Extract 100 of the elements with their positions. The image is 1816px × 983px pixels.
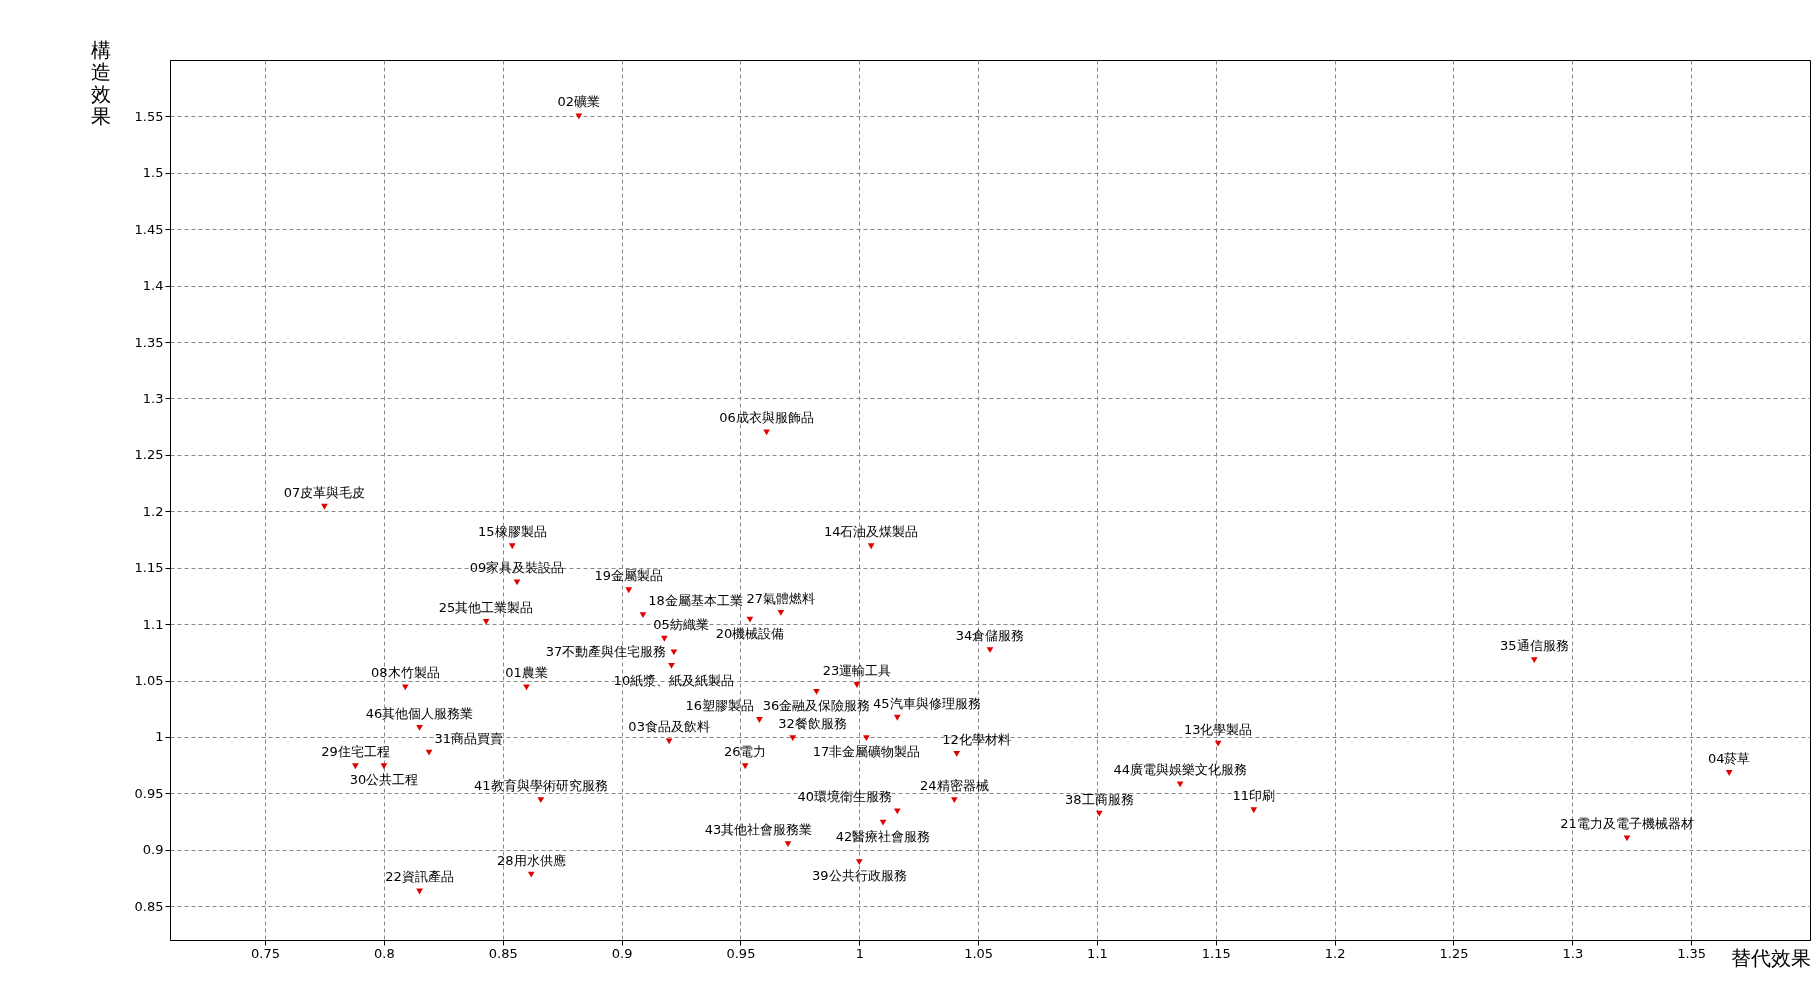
annotation: 24精密器械 (920, 778, 989, 794)
annotation: 34倉儲服務 (955, 628, 1025, 644)
x-tick-label: 1.35 (1677, 945, 1707, 961)
annotation: 43其他社會服務業 (704, 822, 813, 838)
point (950, 797, 958, 804)
y-tick-label: 0.85 (134, 898, 164, 914)
annotation: 16塑膠製品 (685, 698, 755, 713)
annotation: 21電力及電子機械器材 (1560, 816, 1694, 832)
point (523, 684, 530, 691)
y-tick-label: 0.95 (134, 785, 164, 801)
annotation: 13化學製品 (1183, 721, 1253, 737)
point (625, 587, 633, 594)
annotation: 10紙漿、紙及紙製品 (613, 673, 735, 689)
annotation: 38工商服務 (1065, 791, 1134, 807)
y-tick-label: 1.55 (134, 108, 164, 124)
point (668, 662, 675, 669)
y-tick-label: 0.9 (142, 842, 164, 858)
annotation: 46其他個人服務業 (365, 705, 474, 721)
annotation: 29住宅工程 (321, 744, 390, 760)
point (401, 684, 409, 691)
annotation: 19金屬製品 (594, 568, 663, 584)
annotation: 20機械設備 (715, 625, 785, 641)
y-tick-label: 1.35 (134, 334, 164, 350)
point (380, 763, 388, 770)
point (537, 797, 545, 804)
annotation: 31商品買賣 (434, 730, 503, 746)
annotation: 07皮革與毛皮 (283, 484, 366, 500)
point (639, 612, 647, 618)
annotation: 35通信服務 (1500, 638, 1569, 654)
point (416, 724, 423, 731)
annotation: 28用水供應 (497, 852, 566, 868)
annotation: 11印刷 (1232, 788, 1276, 804)
point (425, 749, 433, 756)
annotation: 45汽車與修理服務 (873, 695, 981, 711)
y-tick-label: 1.05 (134, 673, 164, 689)
point (1530, 657, 1538, 664)
point (1725, 770, 1733, 776)
point (893, 808, 901, 815)
point (784, 841, 792, 848)
annotation: 03食品及飲料 (628, 719, 710, 735)
annotation: 02礦業 (557, 94, 601, 110)
point (321, 503, 328, 510)
annotation: 04菸草 (1707, 751, 1751, 767)
annotation: 25其他工業製品 (438, 599, 534, 615)
annotation: 22資訊產品 (385, 869, 454, 885)
point (763, 429, 770, 436)
y-tick-label: 1.3 (142, 390, 164, 406)
annotation: 17非金屬礦物製品 (812, 744, 921, 760)
point (855, 859, 863, 866)
point (741, 763, 749, 770)
annotation: 23運輸工具 (822, 663, 892, 679)
point (670, 649, 678, 656)
y-tick-label: 1.2 (142, 503, 164, 519)
annotation: 15橡膠製品 (477, 524, 547, 540)
y-tick-label: 1 (155, 729, 164, 745)
point (352, 763, 359, 770)
x-tick-label: 1.15 (1201, 945, 1231, 961)
annotation: 32餐飲服務 (778, 716, 847, 732)
point (879, 819, 887, 826)
y-tick-label: 1.45 (134, 221, 164, 237)
annotation: 08木竹製品 (371, 665, 440, 681)
x-tick-label: 0.8 (374, 945, 395, 961)
point (1176, 781, 1184, 788)
annotation: 18金屬基本工業 (648, 593, 743, 609)
x-axis-title: 替代效果 (1730, 945, 1811, 970)
annotation: 44廣電與娛樂文化服務 (1113, 762, 1247, 778)
point (867, 543, 875, 550)
annotation: 12化學材料 (942, 731, 1011, 747)
point (508, 543, 516, 550)
y-axis-title: 構造效果 (90, 37, 111, 128)
y-tick-label: 1.25 (134, 447, 164, 463)
annotation: 42醫療社會服務 (835, 828, 931, 844)
annotation: 06成衣與服飾品 (719, 410, 814, 426)
annotation: 27氣體燃料 (746, 590, 816, 606)
y-tick-label: 1.15 (134, 560, 164, 576)
point (986, 647, 994, 653)
annotation: 39公共行政服務 (812, 868, 907, 884)
x-tick-label: 1.3 (1562, 945, 1584, 961)
point (893, 714, 901, 721)
point (953, 750, 961, 757)
point (661, 635, 668, 642)
point (513, 579, 521, 586)
point (1214, 740, 1222, 747)
y-tick-label: 1.1 (142, 616, 164, 632)
point (1250, 807, 1258, 814)
annotation: 37不動產與住宅服務 (545, 643, 667, 659)
annotation: 09家具及裝設品 (469, 560, 565, 576)
annotation: 41教育與學術研究服務 (474, 778, 608, 794)
point (789, 735, 797, 741)
x-tick-label: 1.2 (1324, 945, 1346, 961)
annotation: 26電力 (723, 744, 767, 760)
annotation: 01農業 (505, 665, 548, 681)
x-tick-label: 0.95 (726, 945, 756, 961)
annotation: 05紡織業 (653, 616, 709, 632)
annotation: 36金融及保險服務 (762, 697, 871, 713)
annotation: 30公共工程 (349, 772, 419, 788)
point (482, 618, 490, 625)
point (813, 688, 820, 695)
y-tick-label: 1.5 (142, 165, 164, 181)
point (853, 682, 861, 688)
